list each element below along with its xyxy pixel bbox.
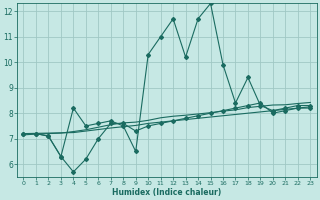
X-axis label: Humidex (Indice chaleur): Humidex (Indice chaleur) — [112, 188, 221, 197]
